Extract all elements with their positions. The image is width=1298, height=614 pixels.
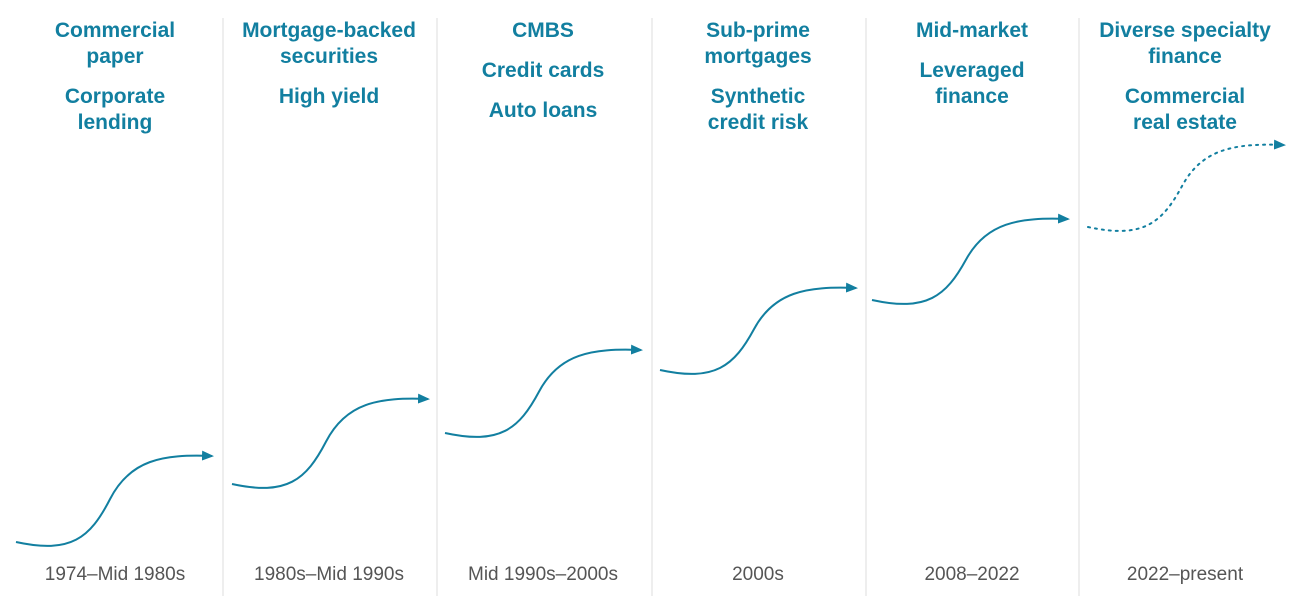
era-column: Sub-prime mortgages Synthetic credit risk… (651, 0, 865, 614)
era-column: Diverse specialty finance Commercial real… (1078, 0, 1292, 614)
era-column: Mid-market Leveraged finance 2008–2022 (865, 0, 1079, 614)
era-arrow (15, 450, 214, 547)
era-item: Commercial paper (54, 19, 176, 68)
era-item: Corporate lending (64, 85, 166, 134)
era-period-label: 2000s (732, 564, 784, 585)
era-item: High yield (278, 85, 380, 108)
era-column: CMBS Credit cards Auto loans Mid 1990s–2000… (436, 0, 650, 614)
era-item: Credit cards (481, 59, 605, 82)
era-arrow (659, 282, 858, 375)
era-item: Mortgage-backed securities (242, 19, 416, 68)
era-item: CMBS (512, 19, 574, 42)
era-item: Mid-market (915, 19, 1029, 42)
era-items: CMBS Credit cards Auto loans (436, 18, 650, 138)
era-arrow (231, 393, 430, 489)
era-items: Mortgage-backed securities High yield (222, 18, 436, 124)
era-items: Commercial paper Corporate lending (8, 18, 222, 150)
era-item: Leveraged finance (919, 59, 1025, 108)
era-item: Diverse specialty finance (1099, 19, 1271, 68)
era-period-label: 1980s–Mid 1990s (254, 564, 404, 585)
era-arrow (444, 344, 643, 438)
era-item: Sub-prime mortgages (704, 19, 812, 68)
era-items: Mid-market Leveraged finance (865, 18, 1079, 124)
era-items: Diverse specialty finance Commercial real… (1078, 18, 1292, 150)
era-column: Mortgage-backed securities High yield 1980… (222, 0, 436, 614)
era-column: Commercial paper Corporate lending 1974–Mi… (8, 0, 222, 614)
era-period-label: 2008–2022 (924, 564, 1020, 585)
era-arrow (871, 213, 1070, 305)
era-item: Auto loans (488, 99, 598, 122)
era-period-label: Mid 1990s–2000s (468, 564, 618, 585)
era-item: Synthetic credit risk (707, 85, 809, 134)
era-arrow (1087, 139, 1286, 232)
era-period-label: 1974–Mid 1980s (44, 564, 186, 585)
era-period-label: 2022–present (1126, 564, 1244, 585)
era-item: Commercial real estate (1124, 85, 1246, 134)
era-items: Sub-prime mortgages Synthetic credit risk (651, 18, 865, 150)
